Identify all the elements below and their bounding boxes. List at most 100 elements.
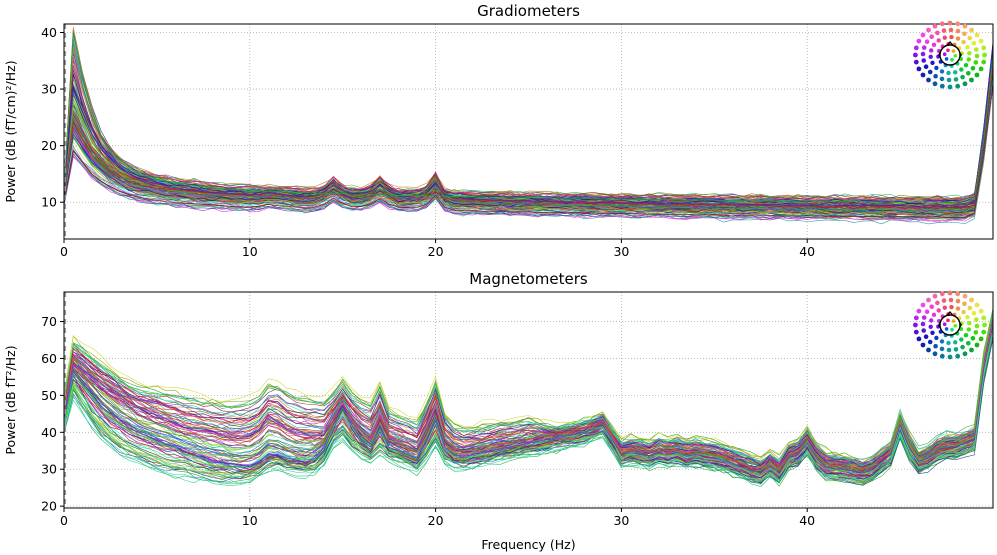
sensor-dot	[951, 319, 956, 323]
sensor-dot	[961, 39, 966, 45]
series-lines	[64, 27, 993, 225]
series-line	[64, 332, 993, 481]
sensor-dot	[967, 305, 973, 311]
sensor-dot	[931, 312, 937, 317]
sensor-dot	[931, 42, 937, 47]
x-axis-label: Frequency (Hz)	[481, 537, 575, 552]
series-line	[64, 55, 993, 204]
sensor-dot	[955, 353, 961, 359]
sensor-dot	[981, 315, 987, 321]
sensor-dot	[955, 83, 961, 89]
series-line	[64, 324, 993, 474]
sensor-dot	[953, 70, 958, 75]
series-line	[64, 317, 993, 469]
sensor-dot	[962, 351, 968, 357]
x-tick-label: 0	[60, 244, 68, 259]
sensor-dot	[928, 324, 933, 329]
sensor-dot	[973, 330, 979, 335]
y-tick-label: 50	[41, 388, 57, 403]
sensor-dot	[966, 327, 971, 332]
series-line	[64, 48, 993, 199]
axes-frame	[63, 23, 994, 240]
ear-icon	[959, 322, 962, 328]
sensor-dot	[932, 81, 938, 87]
sensor-dot	[966, 71, 971, 76]
series-line	[64, 323, 993, 475]
sensor-dot	[963, 62, 969, 68]
sensor-dot	[955, 36, 961, 41]
series-line	[64, 51, 993, 202]
x-tick-label: 30	[613, 244, 629, 259]
sensor-dot	[916, 336, 922, 342]
sensor-dot	[967, 321, 972, 326]
sensor-dot	[969, 347, 974, 353]
sensor-dot	[942, 35, 947, 40]
series-line	[64, 325, 993, 474]
series-line	[64, 80, 993, 219]
y-tick-label: 10	[41, 195, 57, 210]
sensor-dot	[951, 49, 956, 53]
series-line	[64, 32, 993, 204]
sensor-dot	[949, 34, 954, 40]
sensor-dot	[974, 323, 980, 329]
sensor-dot	[963, 333, 969, 338]
sensor-dot	[942, 52, 947, 56]
sensor-dot	[929, 34, 934, 39]
sensor-dot	[947, 84, 953, 90]
sensor-dot	[953, 54, 958, 58]
series-line	[64, 34, 993, 204]
sensor-layout-legend	[913, 290, 987, 360]
sensor-dot	[929, 318, 934, 323]
series-line	[64, 312, 993, 464]
x-tick-label: 20	[428, 244, 444, 259]
series-line	[64, 44, 993, 203]
nose-icon	[946, 311, 954, 316]
sensor-dot	[946, 48, 950, 53]
chart-title: Magnetometers	[469, 270, 588, 288]
sensor-dot	[920, 32, 926, 38]
series-line	[64, 43, 993, 205]
series-line	[64, 334, 993, 480]
series-line	[64, 313, 993, 469]
sensor-dot	[941, 298, 947, 303]
sensor-dot	[959, 337, 964, 342]
nose-icon	[946, 41, 954, 46]
y-tick-label: 40	[41, 25, 57, 40]
y-tick-label: 20	[41, 499, 57, 514]
sensor-dot	[921, 58, 926, 63]
sensor-dot	[948, 27, 954, 33]
sensor-dot	[926, 297, 931, 303]
ear-icon	[938, 52, 941, 58]
sensor-dot	[929, 304, 934, 310]
y-axis-label: Power (dB (fT/cm)²/Hz)	[3, 60, 18, 202]
series-line	[64, 53, 993, 208]
x-tick-label: 30	[613, 513, 629, 528]
sensor-dot	[953, 347, 959, 352]
sensor-dot	[973, 60, 979, 65]
sensor-dot	[969, 297, 974, 303]
series-line	[64, 79, 993, 217]
ear-icon	[959, 52, 962, 58]
sensor-dot	[929, 48, 934, 53]
sensor-dot	[948, 297, 954, 303]
sensor-layout-legend	[913, 20, 987, 90]
sensor-dot	[926, 347, 931, 353]
sensor-dot	[967, 35, 973, 41]
series-line	[64, 335, 993, 487]
series-line	[64, 41, 993, 204]
sensor-dot	[927, 69, 933, 75]
sensor-dot	[953, 324, 958, 328]
sensor-dot	[978, 38, 984, 44]
series-line	[64, 321, 993, 470]
sensor-dot	[947, 290, 953, 296]
sensor-dot	[933, 73, 938, 79]
series-line	[64, 319, 993, 471]
sensor-dot	[921, 45, 927, 50]
series-line	[64, 48, 993, 201]
sensor-dot	[944, 327, 949, 331]
sensor-dot	[947, 354, 953, 360]
sensor-dot	[981, 329, 987, 335]
series-line	[64, 46, 993, 205]
sensor-dot	[955, 21, 961, 27]
sensor-dot	[920, 72, 926, 78]
